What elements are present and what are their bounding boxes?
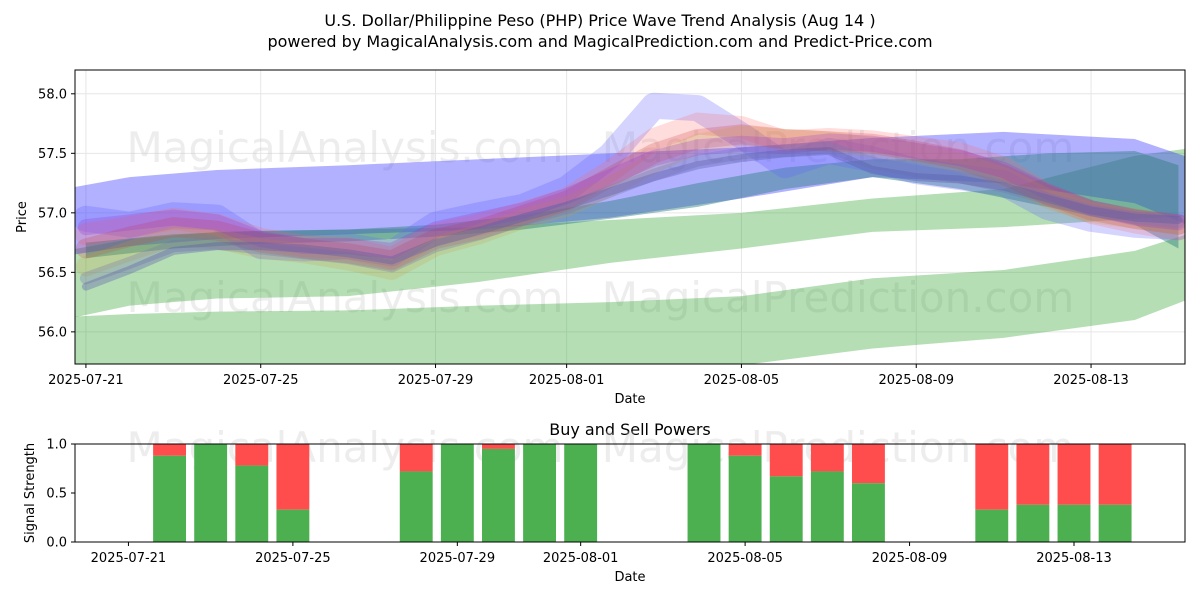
price-watermarks: MagicalAnalysis.com MagicalPrediction.co… — [127, 123, 1075, 322]
wave-line-0 — [75, 92, 1185, 267]
price-x-tick-label: 2025-08-13 — [1053, 373, 1129, 388]
watermark-top-left: MagicalAnalysis.com — [127, 123, 564, 172]
signal-y-tick-label: 0.5 — [46, 487, 67, 502]
signal-y-tick-label: 0.0 — [46, 536, 67, 551]
price-y-tick-label: 57.5 — [38, 147, 67, 162]
price-x-tick-label: 2025-08-05 — [704, 373, 780, 388]
watermark-bottom-right: MagicalPrediction.com — [602, 273, 1075, 322]
band-blue-wide — [75, 131, 1185, 255]
buy-power-bar — [399, 471, 433, 542]
wave-line-4 — [77, 133, 1185, 259]
price-x-axis-label: Date — [614, 392, 645, 407]
buy-power-bar — [153, 455, 186, 542]
buy-power-bar — [1016, 504, 1050, 542]
chart-title-line2: powered by MagicalAnalysis.com and Magic… — [267, 32, 932, 51]
sell-power-bar — [1057, 444, 1091, 505]
price-y-ticks: 56.0 56.5 57.0 57.5 58.0 — [38, 87, 75, 340]
band-green-high — [75, 148, 1185, 318]
buy-power-bar — [769, 476, 803, 542]
buy-power-bar — [1057, 504, 1091, 542]
sell-power-bar — [399, 444, 433, 472]
wave-line-5 — [79, 141, 1185, 285]
buy-power-bar — [810, 471, 844, 542]
price-y-tick-label: 56.5 — [38, 266, 67, 281]
price-x-ticks: 2025-07-21 2025-07-25 2025-07-29 2025-08-01… — [48, 364, 1129, 388]
wave-line-1 — [75, 112, 1185, 270]
price-x-tick-label: 2025-07-29 — [398, 373, 474, 388]
watermark-bottom-left: MagicalAnalysis.com — [127, 273, 564, 322]
signal-x-tick-label: 2025-07-25 — [255, 551, 331, 566]
band-teal-mid — [85, 150, 1179, 259]
sell-power-bar — [153, 444, 186, 456]
wave-line-2 — [75, 124, 1185, 271]
sell-power-bar — [235, 444, 269, 466]
signal-x-tick-label: 2025-07-29 — [420, 551, 496, 566]
sell-power-bar — [975, 444, 1009, 510]
wave-line-6 — [81, 146, 1183, 291]
buy-power-bar — [852, 483, 885, 542]
price-x-tick-label: 2025-08-01 — [529, 373, 605, 388]
buy-power-bar — [276, 509, 310, 542]
buy-power-bar — [687, 444, 721, 542]
sell-power-bar — [1016, 444, 1050, 505]
price-axes-frame — [74, 69, 1186, 365]
price-y-tick-label: 56.0 — [38, 325, 67, 340]
sell-power-bar — [810, 444, 844, 472]
price-y-axis-label: Price — [15, 201, 30, 233]
signal-x-axis-label: Date — [614, 570, 645, 585]
signal-y-tick-label: 1.0 — [46, 438, 67, 453]
watermark-top-right: MagicalPrediction.com — [602, 123, 1075, 172]
price-x-tick-label: 2025-08-09 — [878, 373, 954, 388]
signal-x-tick-label: 2025-08-05 — [707, 551, 783, 566]
sell-power-bar — [482, 444, 515, 449]
buy-power-bar — [482, 448, 515, 542]
sell-power-bar — [276, 444, 310, 510]
price-x-tick-label: 2025-07-21 — [48, 373, 124, 388]
signal-x-tick-label: 2025-08-01 — [543, 551, 619, 566]
signal-x-ticks: 2025-07-21 2025-07-25 2025-07-29 2025-08-01… — [91, 542, 1112, 566]
signal-x-tick-label: 2025-08-13 — [1036, 551, 1112, 566]
sell-power-bar — [852, 444, 885, 484]
signal-panel-title: Buy and Sell Powers — [549, 420, 711, 439]
signal-x-tick-label: 2025-08-09 — [872, 551, 948, 566]
price-grid — [75, 70, 1185, 364]
buy-power-bar — [975, 509, 1009, 542]
buy-power-bar — [235, 465, 269, 542]
sell-power-bar — [1098, 444, 1132, 505]
signal-panel: Buy and Sell Powers MagicalAnalysis.com … — [23, 420, 1186, 585]
signal-bars — [153, 444, 1132, 542]
buy-power-bar — [523, 444, 556, 542]
buy-power-bar — [194, 444, 228, 542]
buy-power-bar — [728, 455, 762, 542]
price-series — [75, 92, 1185, 364]
buy-power-bar — [564, 444, 598, 542]
price-x-tick-label: 2025-07-25 — [223, 373, 299, 388]
sell-power-bar — [769, 444, 803, 477]
wave-line-3 — [75, 125, 1185, 280]
signal-y-ticks: 0.0 0.5 1.0 — [46, 438, 75, 551]
band-green-low — [75, 234, 1185, 364]
buy-power-bar — [440, 444, 474, 542]
price-y-tick-label: 57.0 — [38, 206, 67, 221]
price-y-tick-label: 58.0 — [38, 87, 67, 102]
chart-title-line1: U.S. Dollar/Philippine Peso (PHP) Price … — [324, 11, 875, 30]
signal-y-axis-label: Signal Strength — [23, 443, 38, 543]
buy-power-bar — [1098, 504, 1132, 542]
signal-x-tick-label: 2025-07-21 — [91, 551, 167, 566]
price-panel: MagicalAnalysis.com MagicalPrediction.co… — [15, 69, 1186, 407]
sell-power-bar — [728, 444, 762, 456]
